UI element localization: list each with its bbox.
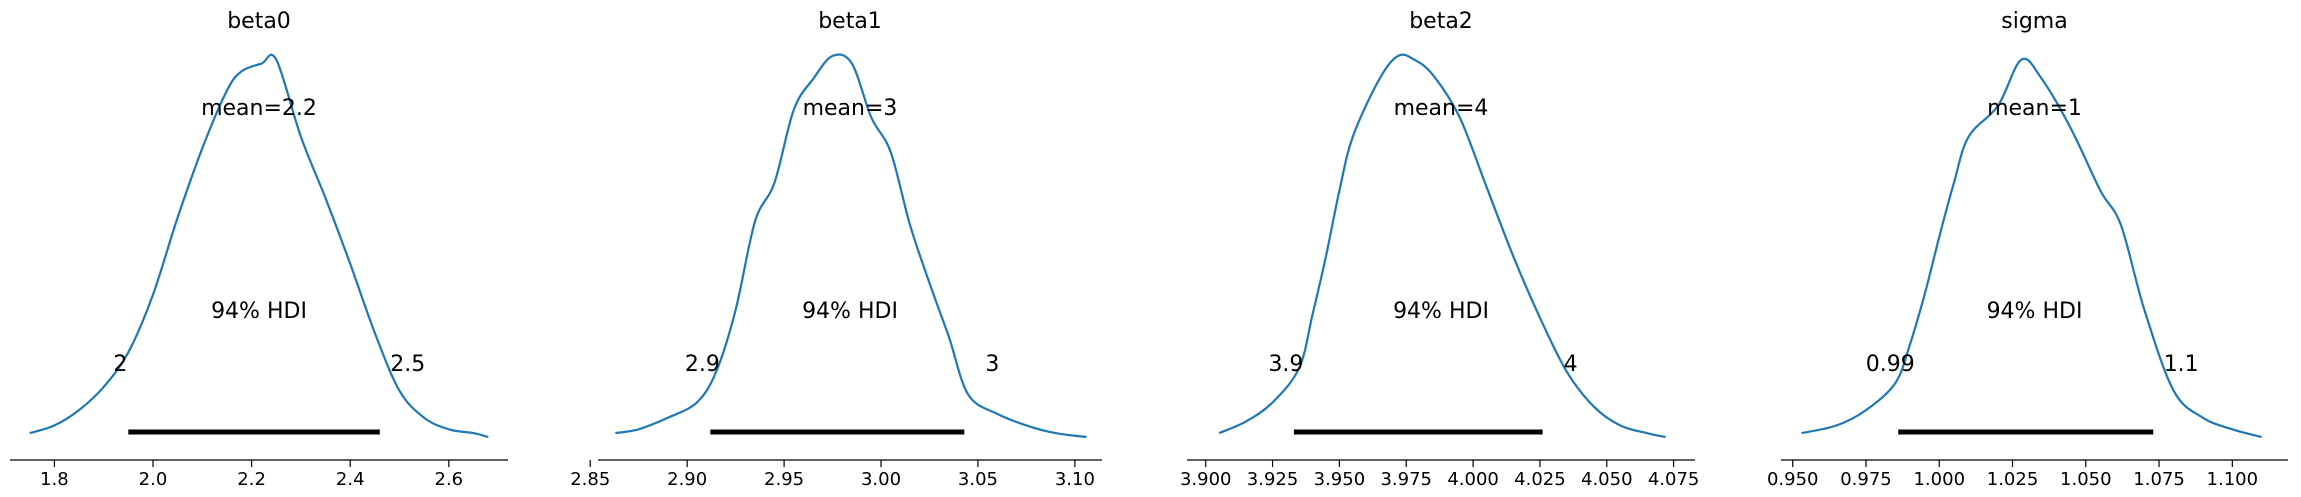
x-tick-label: 2.6: [435, 469, 464, 490]
mean-label: mean=3: [803, 96, 898, 121]
x-tick-label: 2.85: [570, 469, 610, 490]
hdi-low-label: 3.9: [1268, 352, 1303, 377]
x-tick-label: 3.00: [861, 469, 901, 490]
hdi-label: 94% HDI: [1393, 299, 1489, 324]
density-curve: [29, 53, 489, 439]
x-tick-label: 1.075: [2133, 469, 2185, 490]
x-tick-label: 2.4: [336, 469, 365, 490]
x-tick-label: 1.050: [2060, 469, 2112, 490]
hdi-label: 94% HDI: [802, 299, 898, 324]
x-tick-label: 3.925: [1247, 469, 1299, 490]
mean-label: mean=4: [1394, 96, 1489, 121]
x-tick-label: 1.025: [1987, 469, 2039, 490]
hdi-low-label: 0.99: [1866, 352, 1915, 377]
x-tick-label: 1.000: [1913, 469, 1965, 490]
density-curve: [1801, 57, 2262, 439]
x-tick-label: 4.025: [1514, 469, 1566, 490]
hdi-label: 94% HDI: [1987, 299, 2083, 324]
x-tick-label: 2.0: [139, 469, 168, 490]
hdi-high-label: 4: [1564, 352, 1578, 377]
subplot-title: beta1: [818, 9, 882, 34]
hdi-low-label: 2: [113, 352, 127, 377]
x-tick-label: 4.075: [1648, 469, 1700, 490]
x-tick-label: 3.900: [1180, 469, 1232, 490]
x-tick-label: 2.2: [237, 469, 266, 490]
x-tick-label: 0.950: [1767, 469, 1819, 490]
x-tick-label: 3.950: [1314, 469, 1366, 490]
x-tick-label: 2.90: [667, 469, 707, 490]
hdi-label: 94% HDI: [211, 299, 307, 324]
subplot-beta0: beta0 mean=2.2 94% HDI 2 2.5 1.8 2.0 2.2 2.4 2.6: [10, 9, 508, 490]
x-tick-label: 0.975: [1840, 469, 1892, 490]
subplot-sigma: sigma mean=1 94% HDI 0.99 1.1 0.950 0.975 1.000…: [1767, 9, 2288, 490]
density-curve: [615, 53, 1087, 439]
hdi-high-label: 1.1: [2164, 352, 2199, 377]
x-tick-label: 3.975: [1380, 469, 1432, 490]
subplot-title: beta2: [1409, 9, 1473, 34]
mean-label: mean=1: [1987, 96, 2082, 121]
x-tick-label: 3.10: [1055, 469, 1095, 490]
mean-label: mean=2.2: [201, 96, 317, 121]
subplot-beta1: beta1 mean=3 94% HDI 2.9 3 2.85 2.90 2.95 3.00 3.…: [570, 9, 1102, 490]
x-tick-label: 2.95: [764, 469, 804, 490]
x-tick-label: 1.100: [2207, 469, 2259, 490]
density-curve: [1218, 53, 1666, 439]
hdi-high-label: 3: [985, 352, 999, 377]
hdi-low-label: 2.9: [685, 352, 720, 377]
x-tick-label: 4.000: [1447, 469, 1499, 490]
subplot-title: sigma: [2001, 9, 2067, 34]
hdi-high-label: 2.5: [390, 352, 425, 377]
subplot-title: beta0: [227, 9, 291, 34]
x-tick-label: 4.050: [1581, 469, 1633, 490]
x-tick-label: 3.05: [958, 469, 998, 490]
x-tick-label: 1.8: [40, 469, 69, 490]
subplot-beta2: beta2 mean=4 94% HDI 3.9 4 3.900 3.925 3.950 3.9…: [1180, 9, 1699, 490]
